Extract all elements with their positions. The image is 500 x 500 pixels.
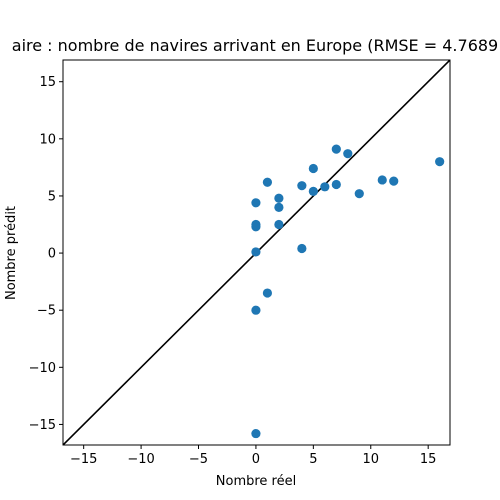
y-tick-label: 15 bbox=[39, 75, 56, 90]
data-point bbox=[274, 193, 284, 203]
data-point bbox=[262, 288, 273, 298]
data-point bbox=[297, 243, 307, 254]
x-tick-label: 15 bbox=[420, 452, 437, 467]
data-point bbox=[251, 219, 261, 230]
y-tick-label: −5 bbox=[37, 304, 56, 319]
chart-title: aire : nombre de navires arrivant en Eur… bbox=[12, 36, 498, 55]
data-point bbox=[354, 189, 364, 199]
y-tick-label: 5 bbox=[48, 189, 56, 204]
data-point bbox=[343, 149, 353, 159]
data-point bbox=[389, 176, 399, 186]
data-point bbox=[251, 247, 261, 257]
plot-frame bbox=[62, 59, 451, 446]
x-tick-label: −15 bbox=[70, 452, 97, 467]
data-point bbox=[262, 177, 273, 187]
x-tick-label: 10 bbox=[362, 452, 379, 467]
data-point bbox=[297, 181, 307, 191]
y-tick-label: −10 bbox=[29, 361, 56, 376]
y-tick-label: 0 bbox=[48, 247, 56, 262]
y-axis: −15 −10 −5 0 5 10 15 bbox=[29, 75, 63, 433]
data-point bbox=[251, 305, 261, 315]
x-tick-label: 5 bbox=[309, 452, 317, 467]
data-point bbox=[274, 219, 284, 230]
data-point bbox=[331, 179, 341, 190]
x-axis-label: Nombre réel bbox=[216, 474, 296, 489]
y-tick-label: 10 bbox=[39, 132, 56, 147]
data-point bbox=[377, 175, 387, 185]
data-point bbox=[320, 182, 330, 192]
x-tick-label: −10 bbox=[127, 452, 154, 467]
data-point bbox=[251, 428, 261, 439]
data-point bbox=[251, 198, 261, 208]
data-point bbox=[274, 202, 284, 212]
x-axis: −15 −10 −5 0 5 10 15 bbox=[70, 445, 437, 467]
y-tick-label: −15 bbox=[29, 418, 56, 433]
plot-area bbox=[63, 60, 450, 445]
x-tick-label: 0 bbox=[252, 452, 260, 467]
data-point bbox=[331, 144, 341, 154]
x-tick-label: −5 bbox=[189, 452, 208, 467]
data-point bbox=[435, 157, 445, 167]
data-point bbox=[308, 163, 318, 174]
data-point bbox=[308, 186, 318, 196]
y-axis-label: Nombre prédit bbox=[4, 206, 19, 300]
